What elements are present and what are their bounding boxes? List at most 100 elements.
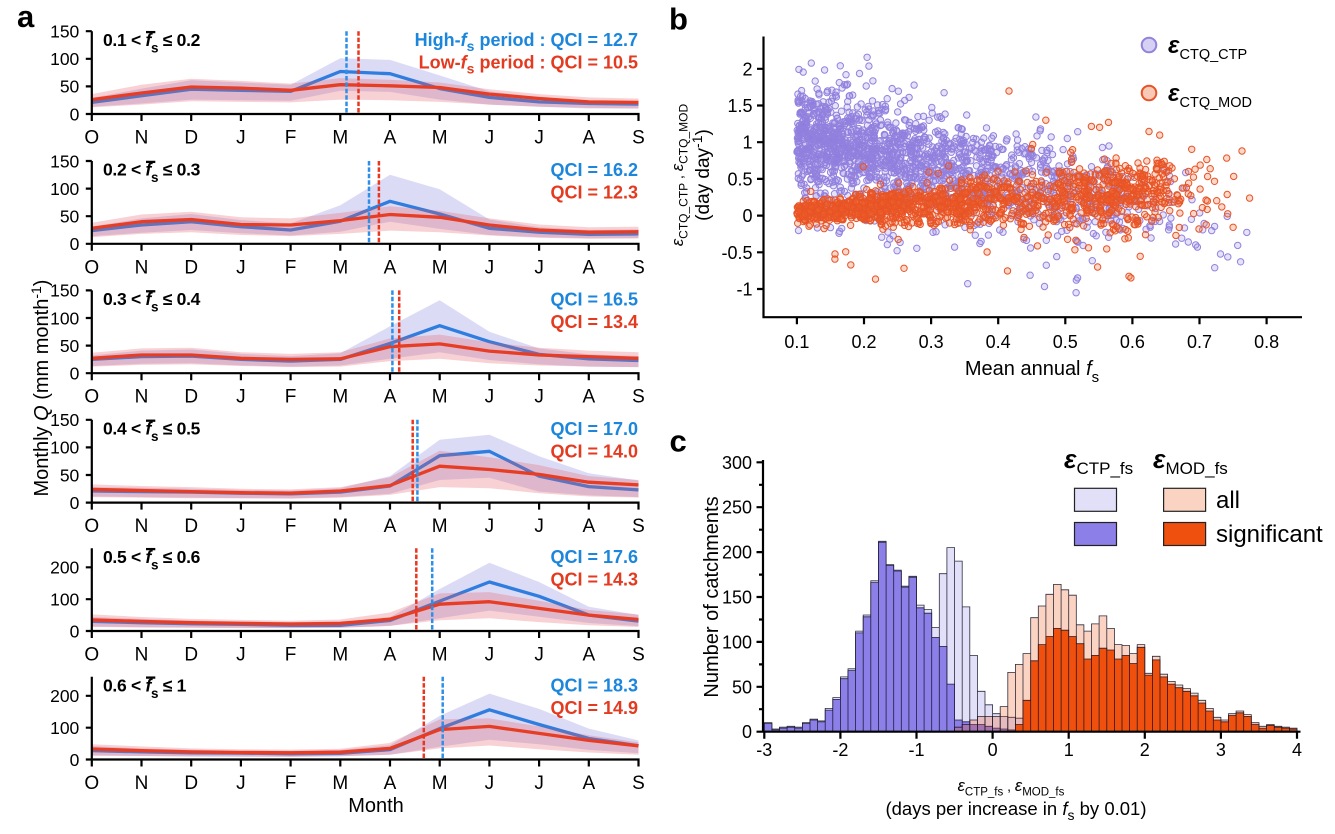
- svg-text:0: 0: [988, 740, 998, 760]
- svg-text:0: 0: [70, 493, 80, 513]
- svg-text:200: 200: [722, 543, 752, 563]
- svg-text:D: D: [184, 773, 198, 794]
- svg-text:1.5: 1.5: [727, 96, 752, 116]
- svg-text:Low-fs period : QCI = 10.5: Low-fs period : QCI = 10.5: [419, 53, 638, 77]
- svg-text:100: 100: [50, 308, 79, 328]
- svg-text:J: J: [534, 257, 544, 278]
- svg-text:J: J: [485, 645, 495, 666]
- svg-text:-2: -2: [832, 740, 848, 760]
- svg-text:M: M: [332, 516, 348, 537]
- svg-text:200: 200: [50, 558, 79, 578]
- svg-text:J: J: [485, 257, 495, 278]
- svg-text:0: 0: [742, 206, 752, 226]
- svg-text:S: S: [632, 128, 645, 149]
- svg-text:Monthly Q (mm month-1): Monthly Q (mm month-1): [28, 280, 53, 497]
- svg-text:0.2: 0.2: [851, 332, 876, 352]
- svg-text:150: 150: [50, 281, 79, 301]
- svg-text:150: 150: [50, 22, 79, 42]
- svg-text:εCTP_fs: εCTP_fs: [1064, 444, 1133, 478]
- svg-text:N: N: [135, 128, 149, 149]
- svg-text:εCTQ_CTP: εCTQ_CTP: [1168, 32, 1247, 63]
- svg-text:J: J: [485, 387, 495, 408]
- svg-text:εCTQ_CTP , εCTQ_MOD: εCTQ_CTP , εCTQ_MOD: [669, 104, 691, 247]
- svg-text:M: M: [332, 128, 348, 149]
- svg-text:εCTQ_MOD: εCTQ_MOD: [1168, 80, 1252, 111]
- svg-text:100: 100: [50, 590, 79, 610]
- svg-text:50: 50: [60, 336, 80, 356]
- svg-text:1: 1: [742, 133, 752, 153]
- svg-text:M: M: [332, 257, 348, 278]
- svg-text:(day day-1): (day day-1): [689, 129, 714, 221]
- svg-text:D: D: [184, 387, 198, 408]
- svg-text:0.3: 0.3: [919, 332, 944, 352]
- svg-text:QCI = 16.2: QCI = 16.2: [550, 160, 638, 180]
- svg-text:S: S: [632, 773, 645, 794]
- svg-text:2: 2: [1140, 740, 1150, 760]
- svg-text:0.4 < fs ≤ 0.5: 0.4 < fs ≤ 0.5: [103, 419, 201, 445]
- svg-text:N: N: [135, 645, 149, 666]
- svg-text:M: M: [432, 645, 448, 666]
- svg-text:N: N: [135, 387, 149, 408]
- svg-text:0.4: 0.4: [986, 332, 1011, 352]
- svg-text:F: F: [285, 387, 297, 408]
- svg-text:J: J: [485, 516, 495, 537]
- svg-text:J: J: [534, 516, 544, 537]
- svg-text:S: S: [632, 516, 645, 537]
- svg-text:D: D: [184, 516, 198, 537]
- svg-text:F: F: [285, 773, 297, 794]
- svg-text:100: 100: [50, 438, 79, 458]
- svg-text:A: A: [384, 773, 397, 794]
- svg-text:Mean annual fs: Mean annual fs: [965, 358, 1099, 386]
- svg-text:A: A: [582, 773, 595, 794]
- svg-text:A: A: [384, 645, 397, 666]
- svg-text:J: J: [534, 645, 544, 666]
- svg-text:-3: -3: [756, 740, 772, 760]
- svg-text:1: 1: [1064, 740, 1074, 760]
- svg-text:A: A: [384, 516, 397, 537]
- svg-text:M: M: [432, 773, 448, 794]
- svg-text:QCI = 16.5: QCI = 16.5: [550, 289, 638, 309]
- svg-text:0.3 < fs ≤ 0.4: 0.3 < fs ≤ 0.4: [103, 289, 201, 315]
- svg-text:3: 3: [1216, 740, 1226, 760]
- svg-text:2: 2: [742, 59, 752, 79]
- svg-text:150: 150: [50, 151, 79, 171]
- svg-text:-1: -1: [908, 740, 924, 760]
- svg-text:O: O: [84, 516, 99, 537]
- svg-text:QCI = 14.9: QCI = 14.9: [550, 698, 638, 718]
- svg-text:O: O: [84, 773, 99, 794]
- svg-text:200: 200: [50, 686, 79, 706]
- svg-text:significant: significant: [1216, 521, 1323, 548]
- svg-text:A: A: [384, 387, 397, 408]
- svg-text:S: S: [632, 645, 645, 666]
- svg-text:A: A: [582, 387, 595, 408]
- svg-text:O: O: [84, 387, 99, 408]
- svg-text:0: 0: [70, 104, 80, 124]
- svg-text:M: M: [432, 128, 448, 149]
- svg-text:J: J: [485, 128, 495, 149]
- svg-text:A: A: [384, 128, 397, 149]
- svg-text:-0.5: -0.5: [721, 243, 752, 263]
- svg-text:A: A: [384, 257, 397, 278]
- svg-text:50: 50: [60, 77, 80, 97]
- svg-text:0: 0: [70, 621, 80, 641]
- svg-text:J: J: [236, 645, 246, 666]
- svg-text:J: J: [534, 773, 544, 794]
- svg-text:J: J: [236, 773, 246, 794]
- svg-text:A: A: [582, 516, 595, 537]
- svg-text:50: 50: [60, 465, 80, 485]
- svg-text:QCI = 13.4: QCI = 13.4: [550, 312, 638, 332]
- svg-text:0: 0: [70, 750, 80, 770]
- svg-text:O: O: [84, 645, 99, 666]
- svg-text:100: 100: [722, 632, 752, 652]
- svg-text:εMOD_fs: εMOD_fs: [1153, 444, 1228, 478]
- svg-text:all: all: [1216, 487, 1240, 514]
- svg-text:A: A: [582, 257, 595, 278]
- svg-text:J: J: [236, 387, 246, 408]
- svg-text:D: D: [184, 645, 198, 666]
- svg-text:100: 100: [50, 179, 79, 199]
- svg-text:a: a: [17, 0, 35, 34]
- svg-text:N: N: [135, 257, 149, 278]
- svg-text:QCI = 17.0: QCI = 17.0: [550, 419, 638, 439]
- svg-text:D: D: [184, 128, 198, 149]
- svg-text:0.5: 0.5: [1053, 332, 1078, 352]
